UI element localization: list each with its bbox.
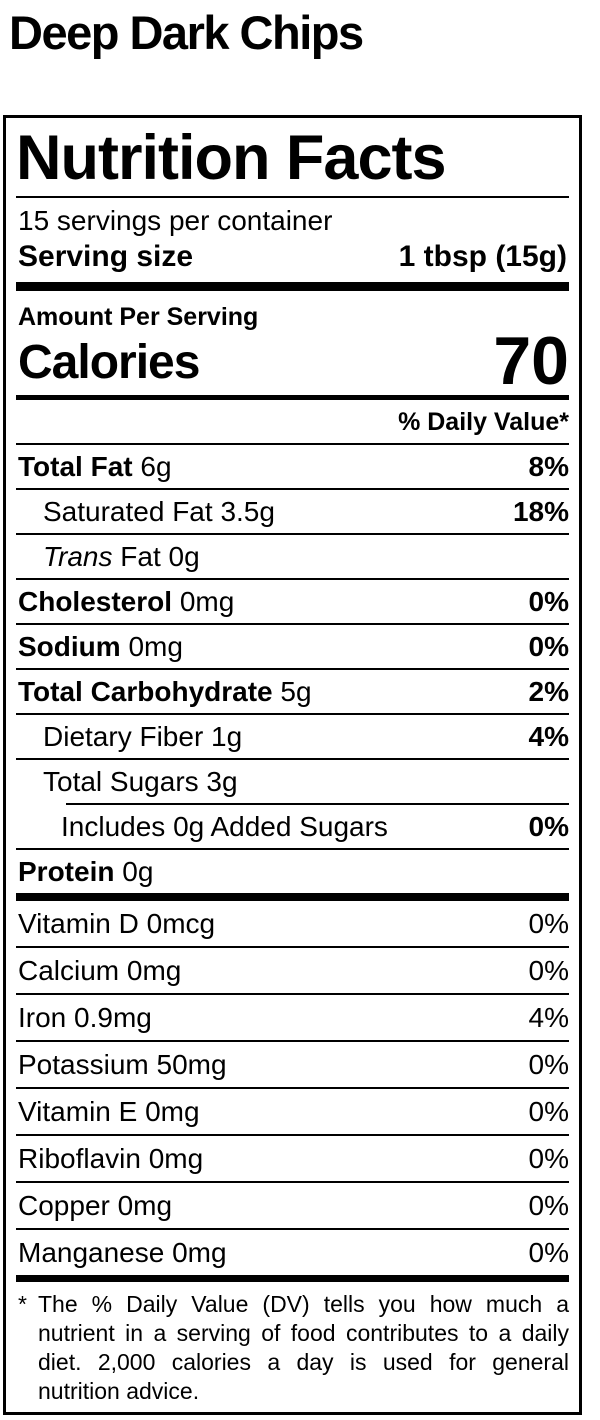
- nutrient-row-total-sugars: Total Sugars 3g: [16, 760, 569, 803]
- nutrient-amount: 0g: [122, 855, 154, 887]
- heading-divider: [16, 196, 569, 198]
- nutrient-row-saturated-fat: Saturated Fat 3.5g 18%: [16, 490, 569, 535]
- nutrient-row-protein: Protein 0g: [16, 850, 569, 893]
- micronutrient-dv: 0%: [528, 1096, 569, 1128]
- nutrient-dv: 0%: [528, 630, 569, 662]
- nutrient-row-added-sugars: Includes 0g Added Sugars 0%: [16, 805, 569, 850]
- nutrient-amount: 5g: [280, 675, 312, 707]
- nutrient-amount: 0mg: [179, 585, 235, 617]
- footnote-text: The % Daily Value (DV) tells you how muc…: [38, 1291, 569, 1404]
- nutrient-amount: 3.5g: [220, 495, 275, 527]
- nutrient-name: Total Carbohydrate: [18, 675, 273, 707]
- footnote-asterisk: *: [18, 1291, 27, 1317]
- micronutrient-dv: 0%: [528, 1190, 569, 1222]
- micronutrient-row-manganese: Manganese 0mg 0%: [16, 1230, 569, 1278]
- indented-divider: [66, 802, 569, 805]
- nutrient-row-total-carbohydrate: Total Carbohydrate 5g 2%: [16, 670, 569, 715]
- micronutrient-name: Riboflavin 0mg: [18, 1143, 204, 1175]
- nutrient-row-trans-fat: Trans Fat 0g: [16, 535, 569, 580]
- calories-label: Calories: [18, 335, 200, 389]
- micronutrient-row-vitamin-d: Vitamin D 0mcg 0%: [16, 901, 569, 949]
- nutrient-name: Includes 0g Added Sugars: [61, 810, 388, 842]
- micronutrient-row-potassium: Potassium 50mg 0%: [16, 1042, 569, 1090]
- nutrient-row-dietary-fiber: Dietary Fiber 1g 4%: [16, 715, 569, 760]
- daily-value-footnote: * The % Daily Value (DV) tells you how m…: [16, 1282, 569, 1406]
- micronutrient-row-vitamin-e: Vitamin E 0mg 0%: [16, 1089, 569, 1137]
- thick-divider-bar: [16, 892, 569, 902]
- micronutrient-dv: 0%: [528, 955, 569, 987]
- nutrient-name: Sodium: [18, 630, 121, 662]
- serving-size-row: Serving size 1 tbsp (15g): [16, 237, 569, 282]
- micronutrient-dv: 0%: [528, 1049, 569, 1081]
- micronutrient-row-iron: Iron 0.9mg 4%: [16, 995, 569, 1043]
- calories-value: 70: [493, 322, 569, 399]
- micronutrient-row-calcium: Calcium 0mg 0%: [16, 948, 569, 996]
- serving-size-label: Serving size: [18, 240, 194, 273]
- product-title: Deep Dark Chips: [9, 6, 364, 59]
- nutrition-facts-heading: Nutrition Facts: [16, 123, 447, 193]
- micronutrient-name: Copper 0mg: [18, 1190, 173, 1222]
- nutrition-facts-panel: Nutrition Facts 15 servings per containe…: [3, 115, 582, 1415]
- micronutrient-dv: 4%: [528, 1002, 569, 1034]
- nutrient-dv: 0%: [528, 585, 569, 617]
- micronutrient-row-riboflavin: Riboflavin 0mg 0%: [16, 1136, 569, 1184]
- daily-value-header: % Daily Value*: [16, 400, 569, 445]
- nutrient-name: Dietary Fiber: [43, 720, 204, 752]
- calories-row: Calories 70: [16, 322, 569, 399]
- micronutrient-dv: 0%: [528, 908, 569, 940]
- micronutrient-name: Vitamin E 0mg: [18, 1096, 200, 1128]
- nutrient-name: Trans: [43, 540, 113, 572]
- nutrient-amount: 1g: [211, 720, 243, 752]
- micronutrient-name: Vitamin D 0mcg: [18, 908, 216, 940]
- micronutrient-name: Calcium 0mg: [18, 955, 182, 987]
- nutrient-name: Total Fat: [18, 450, 133, 482]
- nutrient-dv: 18%: [512, 495, 569, 527]
- nutrient-dv: 4%: [528, 720, 569, 752]
- nutrient-row-sodium: Sodium 0mg 0%: [16, 625, 569, 670]
- micronutrient-name: Potassium 50mg: [18, 1049, 227, 1081]
- nutrient-name: Protein: [18, 855, 115, 887]
- nutrient-name: Cholesterol: [18, 585, 173, 617]
- nutrient-amount: 6g: [140, 450, 172, 482]
- nutrient-amount: Fat 0g: [120, 540, 200, 572]
- micronutrient-row-copper: Copper 0mg 0%: [16, 1183, 569, 1231]
- servings-per-container: 15 servings per container: [18, 205, 333, 236]
- nutrient-dv: 8%: [528, 450, 569, 482]
- serving-size-value: 1 tbsp (15g): [398, 240, 567, 273]
- nutrient-row-total-fat: Total Fat 6g 8%: [16, 445, 569, 490]
- nutrient-row-cholesterol: Cholesterol 0mg 0%: [16, 580, 569, 625]
- micronutrient-name: Iron 0.9mg: [18, 1002, 152, 1034]
- micronutrient-name: Manganese 0mg: [18, 1237, 227, 1269]
- medium-divider-bar: [16, 394, 569, 400]
- thick-divider-bar: [16, 282, 569, 291]
- nutrient-dv: 0%: [528, 810, 569, 842]
- nutrient-name: Saturated Fat: [43, 495, 213, 527]
- amount-per-serving-label: Amount Per Serving: [18, 302, 259, 331]
- nutrient-amount: 3g: [206, 765, 238, 797]
- micronutrient-dv: 0%: [528, 1237, 569, 1269]
- nutrient-dv: 2%: [528, 675, 569, 707]
- micronutrient-dv: 0%: [528, 1143, 569, 1175]
- nutrient-amount: 0mg: [128, 630, 183, 662]
- nutrient-name: Total Sugars: [43, 765, 199, 797]
- medium-divider-bar: [16, 1277, 569, 1282]
